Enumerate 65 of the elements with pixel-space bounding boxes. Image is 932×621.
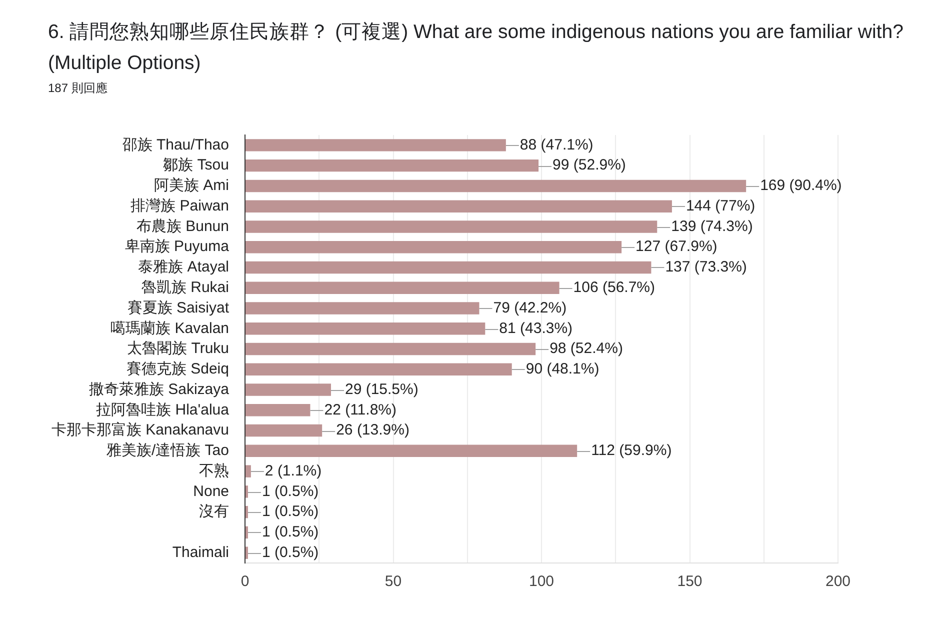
bar — [246, 384, 331, 396]
bar — [246, 302, 480, 314]
x-tick-label: 0 — [240, 573, 250, 590]
y-tick-label: 太魯閣族 Truku — [127, 340, 229, 358]
bar — [246, 159, 539, 172]
data-label: 26 (13.9%) — [336, 422, 410, 439]
data-label: 90 (48.1%) — [526, 360, 600, 378]
y-tick-label: 卡那卡那富族 Kanakanavu — [51, 422, 229, 439]
data-label: 1 (0.5%) — [262, 503, 319, 520]
data-label: 106 (56.7%) — [573, 279, 656, 296]
data-label: 112 (59.9%) — [591, 442, 672, 460]
data-label: 169 (90.4%) — [760, 177, 842, 194]
bar — [246, 342, 536, 356]
bar — [246, 240, 622, 254]
data-label: 81 (43.3%) — [499, 320, 573, 337]
bar — [246, 220, 658, 233]
data-label: 22 (11.8%) — [324, 401, 396, 418]
y-tick-label: 鄒族 Tsou — [163, 156, 229, 174]
data-label: 1 (0.5%) — [262, 544, 319, 561]
y-tick-label: 卑南族 Puyuma — [124, 238, 230, 256]
bar — [246, 261, 652, 274]
text: 187 則回應 — [48, 81, 108, 95]
data-label: 1 (0.5%) — [262, 482, 319, 500]
y-tick-label: 泰雅族 Atayal — [138, 258, 229, 276]
y-tick-label: 拉阿魯哇族 Hla'alua — [96, 401, 230, 418]
y-tick-label: 魯凱族 Rukai — [141, 279, 229, 296]
data-label: 1 (0.5%) — [262, 524, 319, 541]
data-label: 29 (15.5%) — [344, 380, 418, 398]
y-tick-label: None — [193, 482, 229, 500]
bar — [246, 363, 512, 376]
data-label: 98 (52.4%) — [550, 340, 623, 358]
bar — [246, 200, 672, 212]
chart-title: 6. 請問您熟知哪些原住民族群？ (可複選) What are some indigenous nations you are familiar with? (Multiple Options) — [48, 20, 904, 76]
y-tick-label: 賽夏族 Saisiyat — [127, 299, 230, 316]
y-tick-label: 布農族 Bunun — [136, 218, 229, 235]
data-label: 2 (1.1%) — [264, 462, 322, 480]
bar — [246, 322, 486, 335]
data-label: 127 (67.9%) — [636, 238, 718, 256]
y-tick-label: 不熟 — [199, 462, 229, 480]
bar — [246, 404, 310, 416]
x-tick-label: 50 — [384, 573, 402, 590]
y-tick-label: 邵族 Thau/Thao — [122, 136, 229, 154]
data-label: 88 (47.1%) — [520, 136, 594, 154]
x-tick-label: 150 — [677, 573, 702, 590]
bar — [246, 465, 251, 478]
y-tick-label: 噶瑪蘭族 Kavalan — [110, 320, 229, 337]
bar — [246, 444, 578, 458]
bar — [246, 282, 560, 294]
x-tick-label: 200 — [825, 573, 851, 590]
y-tick-label: 阿美族 Ami — [154, 177, 229, 194]
data-label: 137 (73.3%) — [665, 258, 747, 276]
data-label: 79 (42.2%) — [493, 299, 567, 316]
bar — [246, 424, 322, 437]
bar — [246, 180, 746, 192]
y-tick-label: 排灣族 Paiwan — [130, 197, 229, 214]
data-label: 144 (77%) — [686, 197, 756, 214]
y-tick-label: 雅美族/達悟族 Tao — [106, 442, 229, 460]
y-tick-label: 沒有 — [199, 503, 229, 520]
bar — [246, 139, 506, 152]
data-label: 99 (52.9%) — [552, 156, 626, 174]
y-tick-label: 賽德克族 Sdeiq — [126, 360, 229, 378]
y-tick-label: 撒奇萊雅族 Sakizaya — [88, 380, 230, 398]
x-tick-label: 100 — [528, 573, 554, 590]
data-label: 139 (74.3%) — [671, 218, 753, 235]
y-tick-label: Thaimali — [172, 544, 229, 561]
